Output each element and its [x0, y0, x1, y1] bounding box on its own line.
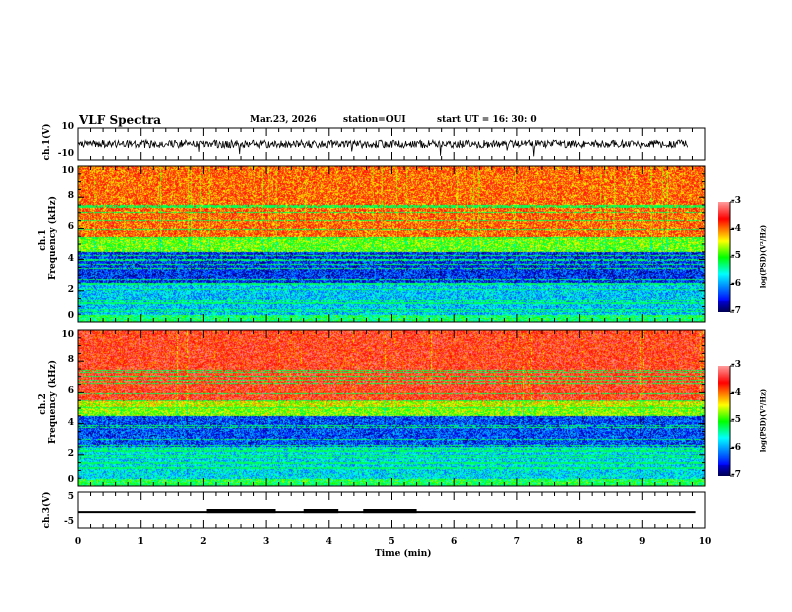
- x-tick-label: 10: [698, 537, 712, 547]
- y-tick-label: 8: [67, 191, 74, 202]
- colorbar-tick-label: -3: [731, 196, 741, 206]
- ch2-label: ch.2: [38, 393, 48, 415]
- y-tick-label: -5: [64, 517, 74, 527]
- x-tick-label: 2: [200, 537, 207, 547]
- y-tick-label: 5: [67, 492, 74, 502]
- station-label: station=OUI: [343, 115, 406, 125]
- colorbar-tick-label: -7: [731, 306, 741, 316]
- y-tick-label: 6: [67, 386, 74, 397]
- colorbar-tick-label: -4: [731, 223, 741, 234]
- x-tick-label: 1: [137, 537, 144, 547]
- y-tick-label: 6: [67, 222, 74, 233]
- ch3-high-segment: [206, 509, 276, 514]
- y-tick-label: 0: [67, 475, 74, 485]
- colorbar-tick-label: -6: [731, 278, 741, 289]
- x-tick-label: 9: [639, 537, 646, 547]
- ch2-spectrogram-ylabel: ch.2 Frequency (kHz): [38, 359, 58, 444]
- ch1-spectrogram-ylabel: ch.1 Frequency (kHz): [38, 195, 58, 280]
- colorbar-tick-label: -3: [731, 360, 741, 370]
- ch3-high-segment: [363, 509, 417, 514]
- y-tick-label: 10: [61, 330, 74, 340]
- ch1-waveform-ylabel: ch.1(V): [42, 123, 52, 161]
- ch1-colorbar: [718, 202, 730, 312]
- x-tick-label: 4: [325, 537, 332, 547]
- figure-title: VLF Spectra: [79, 113, 162, 127]
- panel-frame-3: [77, 329, 706, 487]
- y-tick-label: -10: [57, 149, 74, 159]
- ch1-spectrogram-heatmap: [78, 166, 705, 322]
- ch3-trace-ylabel: ch.3(V): [42, 491, 52, 529]
- frequency-label: Frequency (kHz): [48, 359, 58, 444]
- ch2-spectrogram-heatmap: [78, 330, 705, 486]
- ch2-colorbar: [718, 366, 730, 476]
- y-tick-label: 4: [67, 253, 74, 264]
- colorbar-tick-label: -4: [731, 387, 741, 398]
- y-tick-label: 2: [67, 448, 74, 459]
- colorbar-tick-label: -5: [731, 415, 741, 425]
- y-tick-label: 2: [67, 284, 74, 295]
- x-tick-label: 0: [74, 537, 82, 547]
- ch1-waveform-line: [77, 138, 689, 157]
- start-time-label: start UT = 16: 30: 0: [437, 115, 537, 125]
- ch2-colorbar-label: log(PSD)(V²/Hz): [758, 388, 768, 453]
- colorbar-tick-label: -7: [731, 470, 741, 480]
- y-tick-label: 10: [61, 122, 74, 132]
- y-tick-label: 10: [61, 166, 74, 176]
- y-tick-label: 0: [67, 311, 74, 321]
- x-tick-label: 5: [388, 537, 395, 547]
- x-tick-label: 8: [576, 537, 583, 547]
- frequency-label: Frequency (kHz): [48, 195, 58, 280]
- y-tick-label: 8: [67, 355, 74, 366]
- x-tick-label: 3: [262, 537, 270, 547]
- x-axis-label: Time (min): [375, 549, 432, 559]
- ch1-label: ch.1: [38, 229, 48, 251]
- colorbar-tick-label: -6: [731, 442, 741, 453]
- panel-frame-2: [77, 165, 706, 323]
- ch1-colorbar-label: log(PSD)(V²/Hz): [758, 224, 768, 289]
- x-tick-label: 6: [451, 537, 458, 547]
- colorbar-tick-label: -5: [731, 251, 741, 261]
- y-tick-label: 4: [67, 417, 74, 428]
- ch3-high-segment: [303, 509, 339, 514]
- date-label: Mar.23, 2026: [250, 115, 317, 125]
- x-tick-label: 7: [513, 537, 521, 547]
